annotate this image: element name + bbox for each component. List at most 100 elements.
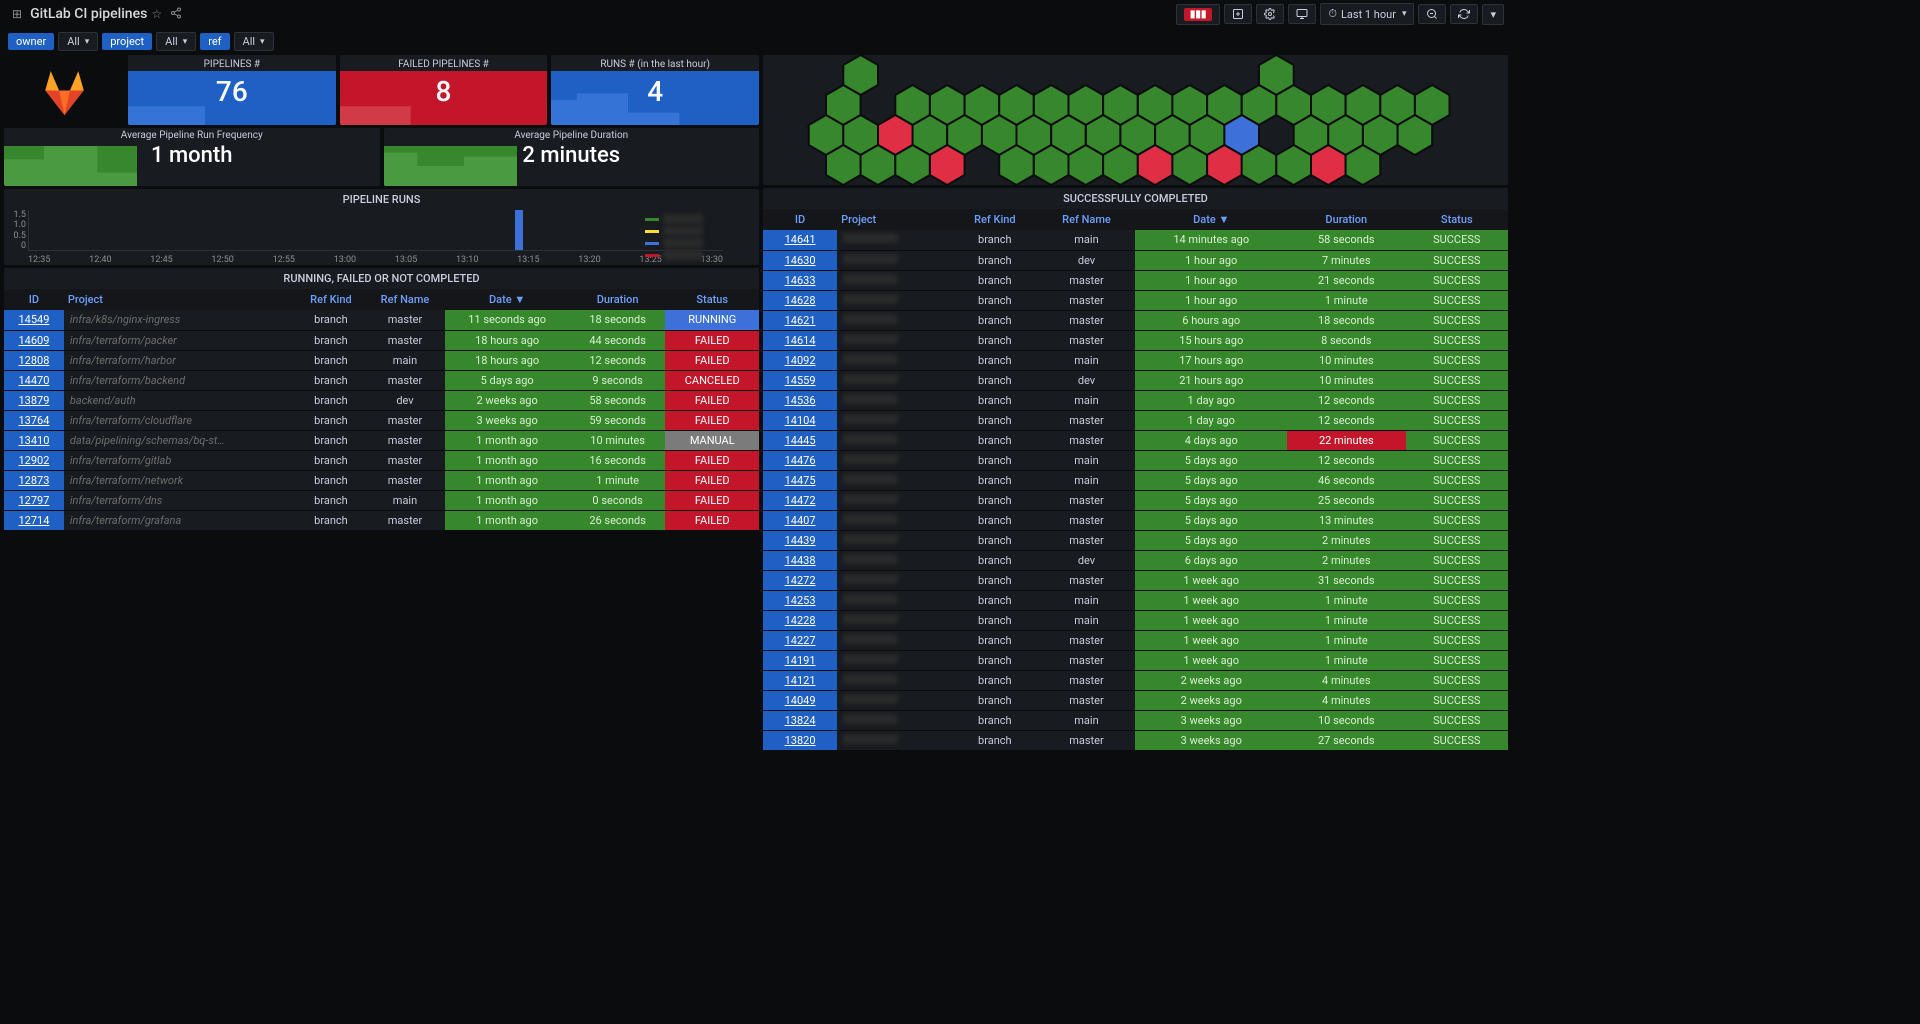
filter-val-project[interactable]: All bbox=[156, 32, 196, 51]
table-row[interactable]: 14438 xxxxxxxxxx branch dev 6 days ago 2… bbox=[763, 550, 1508, 570]
dashboard-icon[interactable]: ⊞ bbox=[12, 7, 22, 21]
table-row[interactable]: 14641 xxxxxxxxxx branch main 14 minutes … bbox=[763, 230, 1508, 250]
cell-id[interactable]: 14476 bbox=[763, 450, 837, 470]
table-row[interactable]: 14407 xxxxxxxxxx branch master 5 days ag… bbox=[763, 510, 1508, 530]
table-row[interactable]: 14104 xxxxxxxxxx branch master 1 day ago… bbox=[763, 410, 1508, 430]
filter-val-owner[interactable]: All bbox=[58, 32, 98, 51]
filter-key-owner[interactable]: owner bbox=[8, 33, 54, 50]
col-header[interactable]: Status bbox=[665, 289, 759, 310]
panel-running-failed[interactable]: RUNNING, FAILED OR NOT COMPLETED IDProje… bbox=[4, 268, 759, 531]
cell-id[interactable]: 14475 bbox=[763, 470, 837, 490]
table-row[interactable]: 14475 xxxxxxxxxx branch main 5 days ago … bbox=[763, 470, 1508, 490]
table-row[interactable]: 14536 xxxxxxxxxx branch main 1 day ago 1… bbox=[763, 390, 1508, 410]
share-icon[interactable] bbox=[170, 7, 182, 22]
hex-cell[interactable] bbox=[1068, 145, 1103, 185]
hex-cell[interactable] bbox=[1033, 145, 1068, 185]
table-row[interactable]: 14633 xxxxxxxxxx branch master 1 hour ag… bbox=[763, 270, 1508, 290]
refresh-interval-button[interactable]: ▾ bbox=[1482, 4, 1504, 25]
filter-val-ref[interactable]: All bbox=[234, 32, 274, 51]
stat-avg-frequency[interactable]: Average Pipeline Run Frequency 1 month bbox=[4, 128, 380, 186]
hex-cell[interactable] bbox=[860, 145, 895, 185]
hex-cell[interactable] bbox=[1397, 115, 1432, 155]
cell-id[interactable]: 13879 bbox=[4, 390, 64, 410]
table-row[interactable]: 14191 xxxxxxxxxx branch master 1 week ag… bbox=[763, 650, 1508, 670]
cell-id[interactable]: 14549 bbox=[4, 310, 64, 330]
settings-button[interactable] bbox=[1256, 4, 1284, 24]
col-header[interactable]: Duration bbox=[1287, 209, 1405, 230]
hex-cell[interactable] bbox=[826, 145, 861, 185]
table-row[interactable]: 14476 xxxxxxxxxx branch main 5 days ago … bbox=[763, 450, 1508, 470]
cell-id[interactable]: 14407 bbox=[763, 510, 837, 530]
table-row[interactable]: 13820 xxxxxxxxxx branch master 3 weeks a… bbox=[763, 730, 1508, 750]
zoom-out-button[interactable] bbox=[1418, 4, 1446, 24]
cell-id[interactable]: 14445 bbox=[763, 430, 837, 450]
refresh-button[interactable] bbox=[1450, 4, 1478, 24]
table-row[interactable]: 14121 xxxxxxxxxx branch master 2 weeks a… bbox=[763, 670, 1508, 690]
table-row[interactable]: 14227 xxxxxxxxxx branch master 1 week ag… bbox=[763, 630, 1508, 650]
cell-id[interactable]: 14104 bbox=[763, 410, 837, 430]
table-row[interactable]: 14445 xxxxxxxxxx branch master 4 days ag… bbox=[763, 430, 1508, 450]
col-header[interactable]: Date ▼ bbox=[445, 289, 570, 310]
table-row[interactable]: 12797 infra/terraform/dns branch main 1 … bbox=[4, 490, 759, 510]
view-button[interactable] bbox=[1288, 4, 1316, 24]
cell-id[interactable]: 14472 bbox=[763, 490, 837, 510]
filter-key-ref[interactable]: ref bbox=[200, 33, 229, 50]
cell-id[interactable]: 14633 bbox=[763, 270, 837, 290]
cell-id[interactable]: 14253 bbox=[763, 590, 837, 610]
hex-cell[interactable] bbox=[1241, 145, 1276, 185]
col-header[interactable]: Duration bbox=[570, 289, 666, 310]
star-icon[interactable]: ☆ bbox=[151, 7, 162, 21]
hex-cell[interactable] bbox=[1172, 145, 1207, 185]
table-row[interactable]: 12902 infra/terraform/gitlab branch mast… bbox=[4, 450, 759, 470]
cell-id[interactable]: 14438 bbox=[763, 550, 837, 570]
col-header[interactable]: Ref Name bbox=[1038, 209, 1136, 230]
col-header[interactable]: ID bbox=[763, 209, 837, 230]
table-row[interactable]: 14439 xxxxxxxxxx branch master 5 days ag… bbox=[763, 530, 1508, 550]
stat-pipelines[interactable]: PIPELINES # 76 bbox=[128, 55, 336, 125]
col-header[interactable]: ID bbox=[4, 289, 64, 310]
cell-id[interactable]: 14227 bbox=[763, 630, 837, 650]
cell-id[interactable]: 14621 bbox=[763, 310, 837, 330]
table-row[interactable]: 13879 backend/auth branch dev 2 weeks ag… bbox=[4, 390, 759, 410]
cell-id[interactable]: 13410 bbox=[4, 430, 64, 450]
add-panel-button[interactable]: ▮▮▮ bbox=[1176, 4, 1221, 25]
table-row[interactable]: 14228 xxxxxxxxxx branch main 1 week ago … bbox=[763, 610, 1508, 630]
cell-id[interactable]: 12873 bbox=[4, 470, 64, 490]
cell-id[interactable]: 13764 bbox=[4, 410, 64, 430]
cell-id[interactable]: 12808 bbox=[4, 350, 64, 370]
cell-id[interactable]: 14228 bbox=[763, 610, 837, 630]
hex-cell[interactable] bbox=[895, 145, 930, 185]
table-row[interactable]: 13410 data/pipelining/schemas/bq-st… bra… bbox=[4, 430, 759, 450]
cell-id[interactable]: 13820 bbox=[763, 730, 837, 750]
table-row[interactable]: 14549 infra/k8s/nginx-ingress branch mas… bbox=[4, 310, 759, 330]
col-header[interactable]: Ref Kind bbox=[952, 209, 1038, 230]
table-row[interactable]: 13764 infra/terraform/cloudflare branch … bbox=[4, 410, 759, 430]
col-header[interactable]: Project bbox=[837, 209, 952, 230]
table-row[interactable]: 14049 xxxxxxxxxx branch master 2 weeks a… bbox=[763, 690, 1508, 710]
table-row[interactable]: 12714 infra/terraform/grafana branch mas… bbox=[4, 510, 759, 530]
cell-id[interactable]: 14191 bbox=[763, 650, 837, 670]
panel-success[interactable]: SUCCESSFULLY COMPLETED IDProjectRef Kind… bbox=[763, 188, 1508, 751]
cell-id[interactable]: 14121 bbox=[763, 670, 837, 690]
cell-id[interactable]: 14559 bbox=[763, 370, 837, 390]
hex-cell[interactable] bbox=[929, 145, 964, 185]
add-button[interactable] bbox=[1224, 4, 1252, 24]
table-row[interactable]: 14628 xxxxxxxxxx branch master 1 hour ag… bbox=[763, 290, 1508, 310]
table-row[interactable]: 12873 infra/terraform/network branch mas… bbox=[4, 470, 759, 490]
table-row[interactable]: 14092 xxxxxxxxxx branch main 17 hours ag… bbox=[763, 350, 1508, 370]
cell-id[interactable]: 14614 bbox=[763, 330, 837, 350]
cell-id[interactable]: 14049 bbox=[763, 690, 837, 710]
table-row[interactable]: 14559 xxxxxxxxxx branch dev 21 hours ago… bbox=[763, 370, 1508, 390]
hex-cell[interactable] bbox=[1103, 145, 1138, 185]
table-row[interactable]: 14253 xxxxxxxxxx branch main 1 week ago … bbox=[763, 590, 1508, 610]
table-row[interactable]: 14614 xxxxxxxxxx branch master 15 hours … bbox=[763, 330, 1508, 350]
hex-cell[interactable] bbox=[999, 145, 1034, 185]
cell-id[interactable]: 12797 bbox=[4, 490, 64, 510]
col-header[interactable]: Date ▼ bbox=[1135, 209, 1287, 230]
col-header[interactable]: Ref Name bbox=[365, 289, 444, 310]
cell-id[interactable]: 14272 bbox=[763, 570, 837, 590]
table-row[interactable]: 14272 xxxxxxxxxx branch master 1 week ag… bbox=[763, 570, 1508, 590]
stat-runs[interactable]: RUNS # (in the last hour) 4 bbox=[551, 55, 759, 125]
panel-pipeline-runs[interactable]: PIPELINE RUNS 1.51.00.50 12:3512:4012:45… bbox=[4, 189, 759, 265]
table-row[interactable]: 14630 xxxxxxxxxx branch dev 1 hour ago 7… bbox=[763, 250, 1508, 270]
